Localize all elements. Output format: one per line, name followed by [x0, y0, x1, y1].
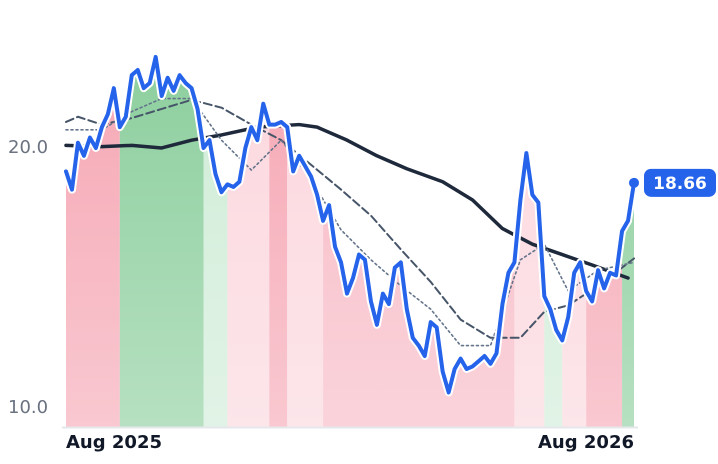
- region: [622, 56, 634, 427]
- line: [64, 122, 630, 280]
- last-value-badge: [644, 168, 716, 197]
- x-tick-label: Aug 2026: [538, 432, 634, 453]
- region: [66, 56, 120, 427]
- region: [203, 56, 228, 427]
- region: [544, 56, 563, 427]
- region: [562, 56, 587, 427]
- region: [227, 56, 270, 427]
- y-tick-label: 20.0: [8, 137, 48, 158]
- region: [586, 56, 623, 427]
- last-point: [629, 177, 639, 188]
- last-value-label: 18.66: [653, 174, 707, 194]
- y-tick-label: 10.0: [8, 397, 48, 418]
- region: [269, 56, 288, 427]
- line: [65, 98, 635, 339]
- region: [119, 56, 204, 427]
- x-tick-label: Aug 2025: [66, 432, 162, 453]
- line: [64, 54, 636, 395]
